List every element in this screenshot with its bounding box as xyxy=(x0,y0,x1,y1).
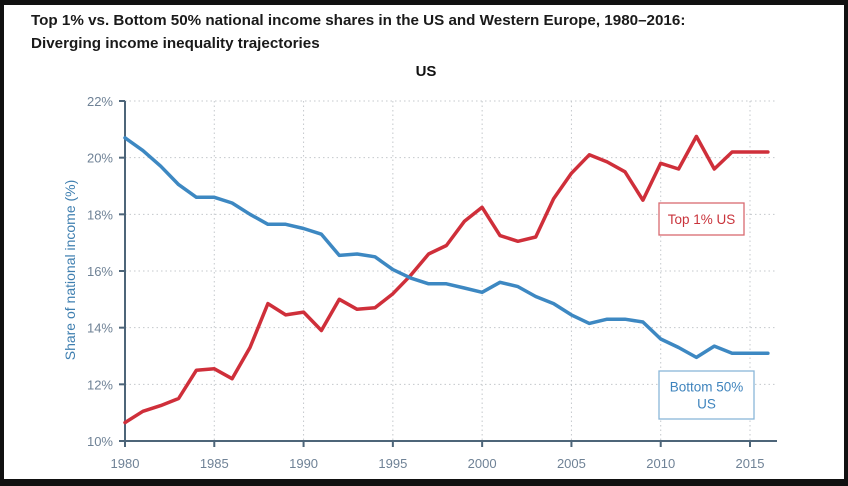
bottom-50-percent-label: Bottom 50% US xyxy=(658,370,755,420)
x-tick-label: 2015 xyxy=(736,456,765,471)
bottom-50-percent-label-text: US xyxy=(697,397,716,412)
top-1-percent-label: Top 1% US xyxy=(658,202,745,236)
y-tick-label: 10% xyxy=(87,434,113,449)
x-tick-label: 2000 xyxy=(468,456,497,471)
x-tick-label: 1980 xyxy=(111,456,140,471)
top-1-percent-label-box xyxy=(658,202,745,236)
chart-title: Top 1% vs. Bottom 50% national income sh… xyxy=(31,9,685,55)
y-tick-label: 14% xyxy=(87,321,113,336)
top-1-percent-label-text: Top 1% US xyxy=(668,212,736,227)
y-tick-label: 12% xyxy=(87,377,113,392)
y-tick-label: 16% xyxy=(87,264,113,279)
bottom-50-percent-label-box xyxy=(658,370,755,420)
top-1-percent-line xyxy=(123,134,770,425)
x-tick-label: 1990 xyxy=(289,456,318,471)
series-lines xyxy=(123,134,770,425)
y-tick-label: 20% xyxy=(87,151,113,166)
chart-title-line-2: Diverging income inequality trajectories xyxy=(31,35,320,52)
chart-title-line-1: Top 1% vs. Bottom 50% national income sh… xyxy=(31,12,686,29)
bottom-50-percent-line xyxy=(123,136,770,360)
series-labels: Top 1% US Bottom 50% US xyxy=(658,202,755,420)
y-axis-label: Share of national income (%) xyxy=(62,180,78,361)
gridlines xyxy=(125,100,777,441)
y-tick-label: 18% xyxy=(87,207,113,222)
x-tick-label: 1995 xyxy=(378,456,407,471)
bottom-50-percent-label-text: Bottom 50% xyxy=(670,380,744,395)
x-tick-label: 2010 xyxy=(646,456,675,471)
y-tick-label: 22% xyxy=(87,94,113,109)
chart-subtitle: US xyxy=(415,63,437,80)
axes: 10% 12% 14% 16% 18% 20% 22% 1980 1985 1990 1995 200… xyxy=(87,94,777,471)
x-tick-label: 1985 xyxy=(200,456,229,471)
x-tick-label: 2005 xyxy=(557,456,586,471)
